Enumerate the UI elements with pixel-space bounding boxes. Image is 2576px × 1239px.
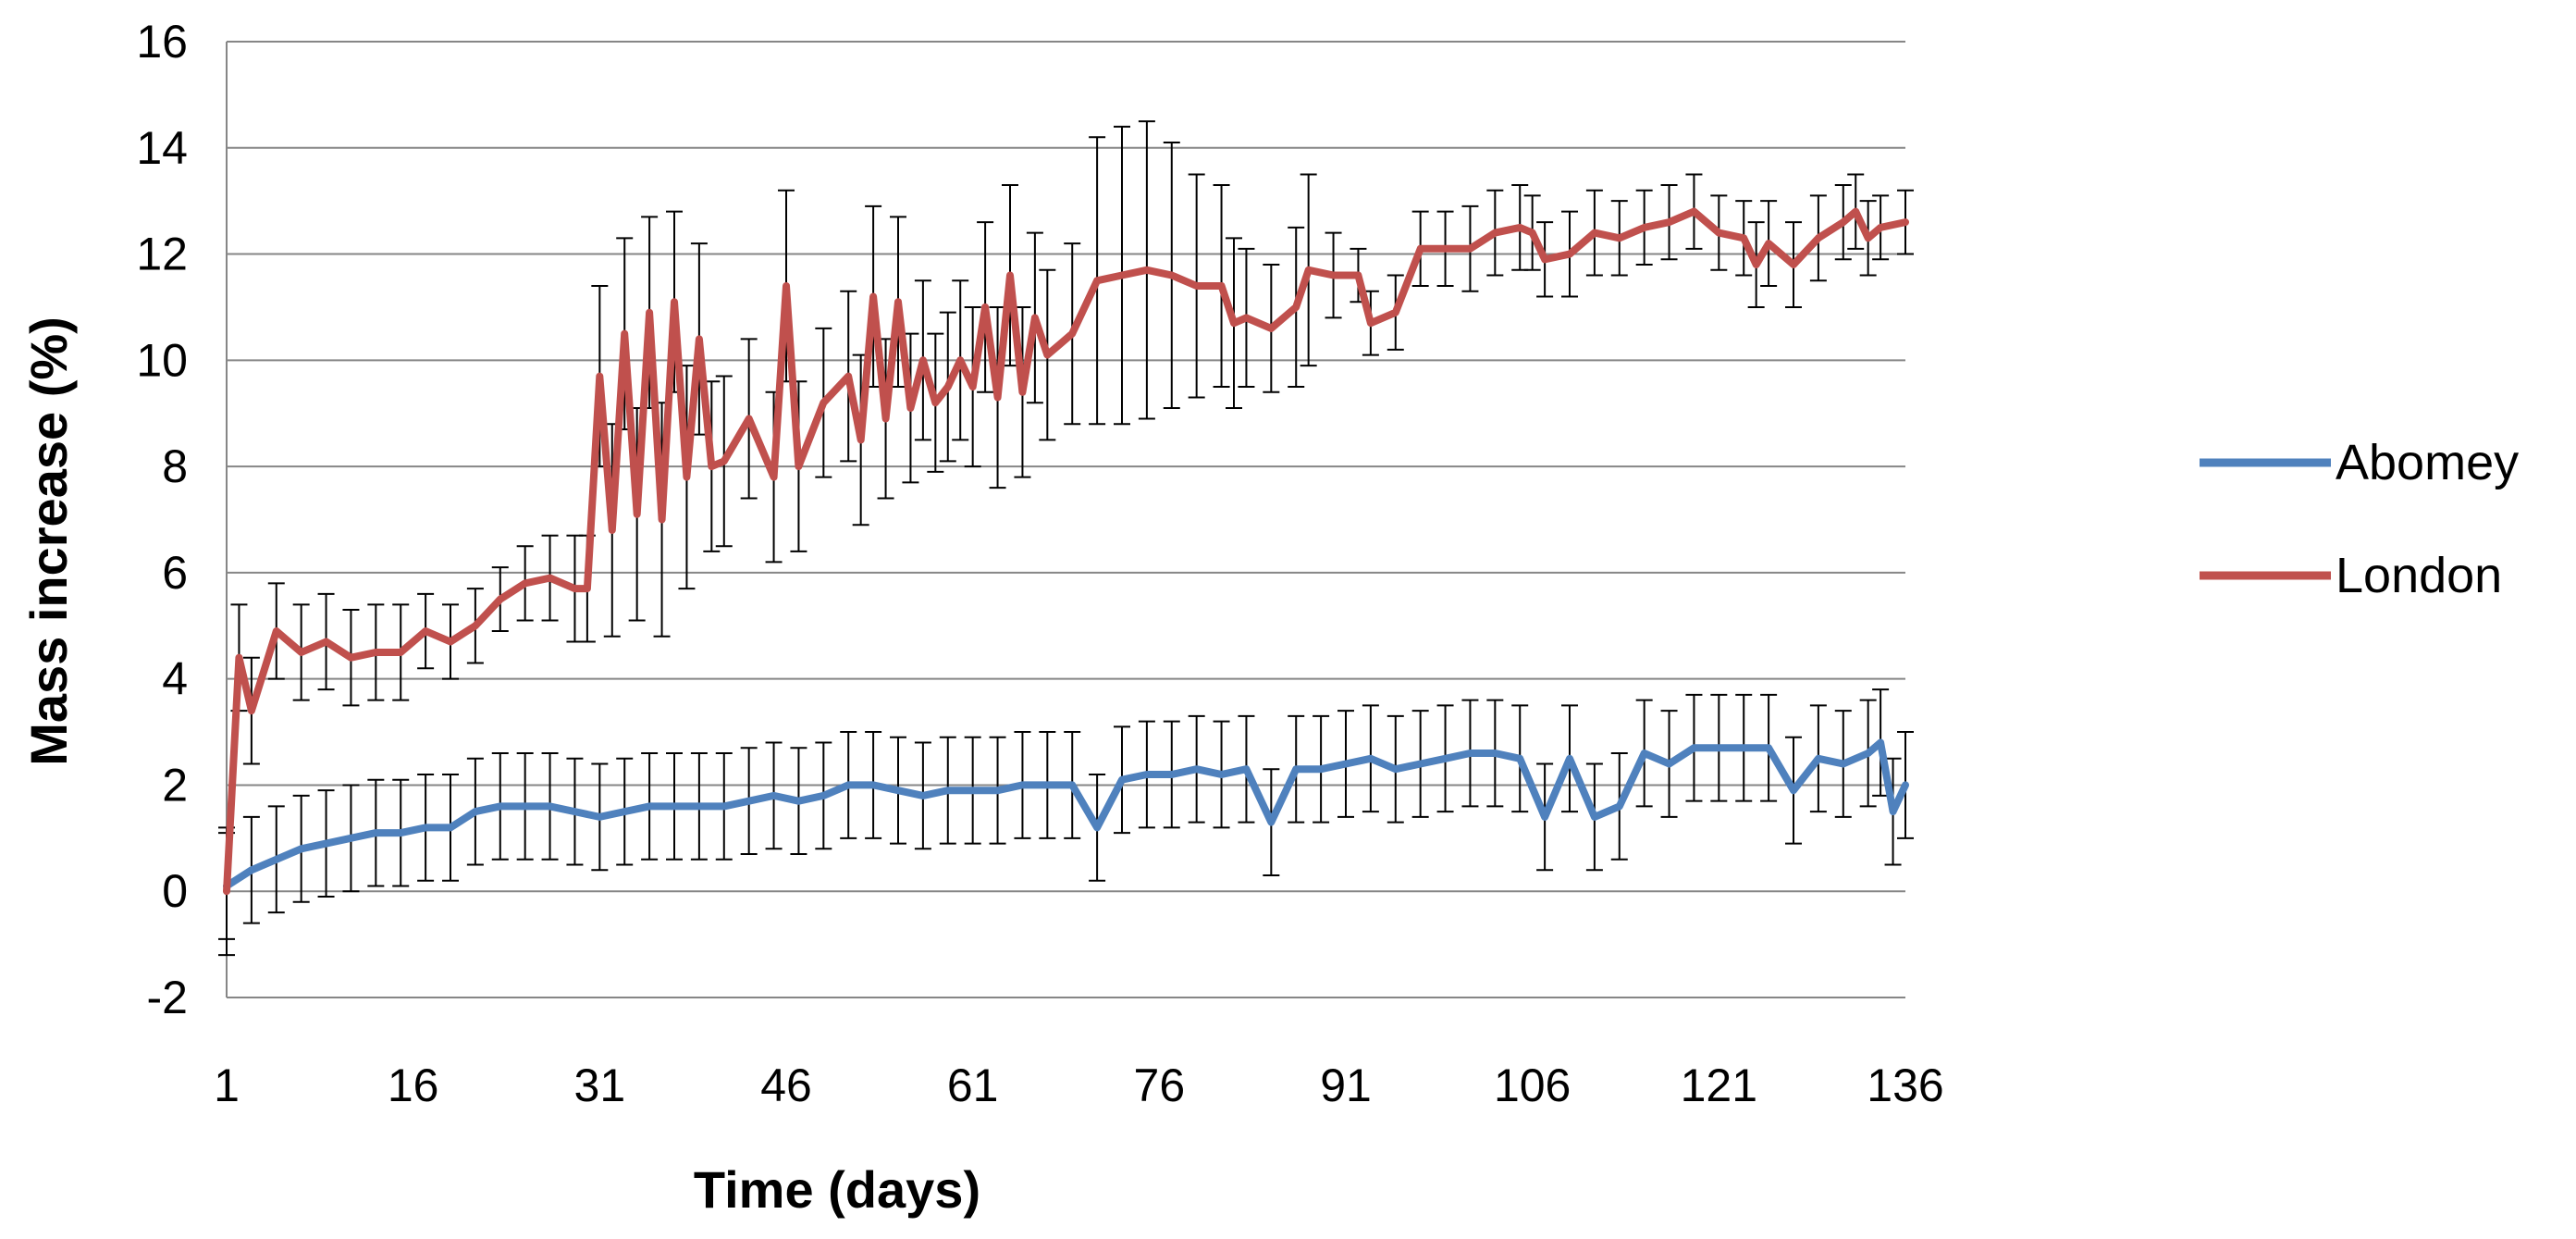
legend-label-abomey: Abomey [2336, 435, 2519, 490]
y-tick-label: 2 [162, 759, 188, 811]
y-tick-label: 8 [162, 440, 188, 492]
x-tick-label: 31 [574, 1059, 626, 1111]
x-tick-label: 76 [1134, 1059, 1186, 1111]
x-tick-label: 106 [1494, 1059, 1571, 1111]
legend: Abomey London [2200, 435, 2519, 603]
x-tick-label: 1 [214, 1059, 240, 1111]
x-tick-label: 16 [388, 1059, 439, 1111]
series-line-london [223, 207, 1909, 896]
y-tick-label: 16 [136, 16, 188, 68]
x-tick-label: 121 [1681, 1059, 1757, 1111]
gridlines [227, 41, 1905, 998]
x-tick-label: 46 [760, 1059, 812, 1111]
y-tick-label: 10 [136, 334, 188, 386]
x-tick-label: 61 [947, 1059, 999, 1111]
legend-label-london: London [2336, 548, 2502, 603]
y-tick-label: 0 [162, 865, 188, 917]
error-bars-london [218, 120, 1914, 957]
x-tick-label: 91 [1320, 1059, 1372, 1111]
y-tick-label: 4 [162, 653, 188, 705]
error-bars [218, 120, 1914, 957]
y-tick-label: 14 [136, 122, 188, 174]
series-lines [223, 207, 1909, 896]
axes [226, 42, 1905, 998]
y-tick-label: -2 [147, 972, 188, 1023]
y-tick-label: 12 [136, 229, 188, 280]
y-tick-label: 6 [162, 547, 188, 599]
series-line-abomey [223, 738, 1909, 890]
x-tick-label: 136 [1867, 1059, 1943, 1111]
x-axis-title: Time (days) [694, 1160, 980, 1219]
y-axis-title: Mass increase (%) [19, 316, 78, 766]
